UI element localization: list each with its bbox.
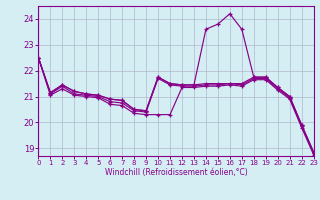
X-axis label: Windchill (Refroidissement éolien,°C): Windchill (Refroidissement éolien,°C) bbox=[105, 168, 247, 177]
